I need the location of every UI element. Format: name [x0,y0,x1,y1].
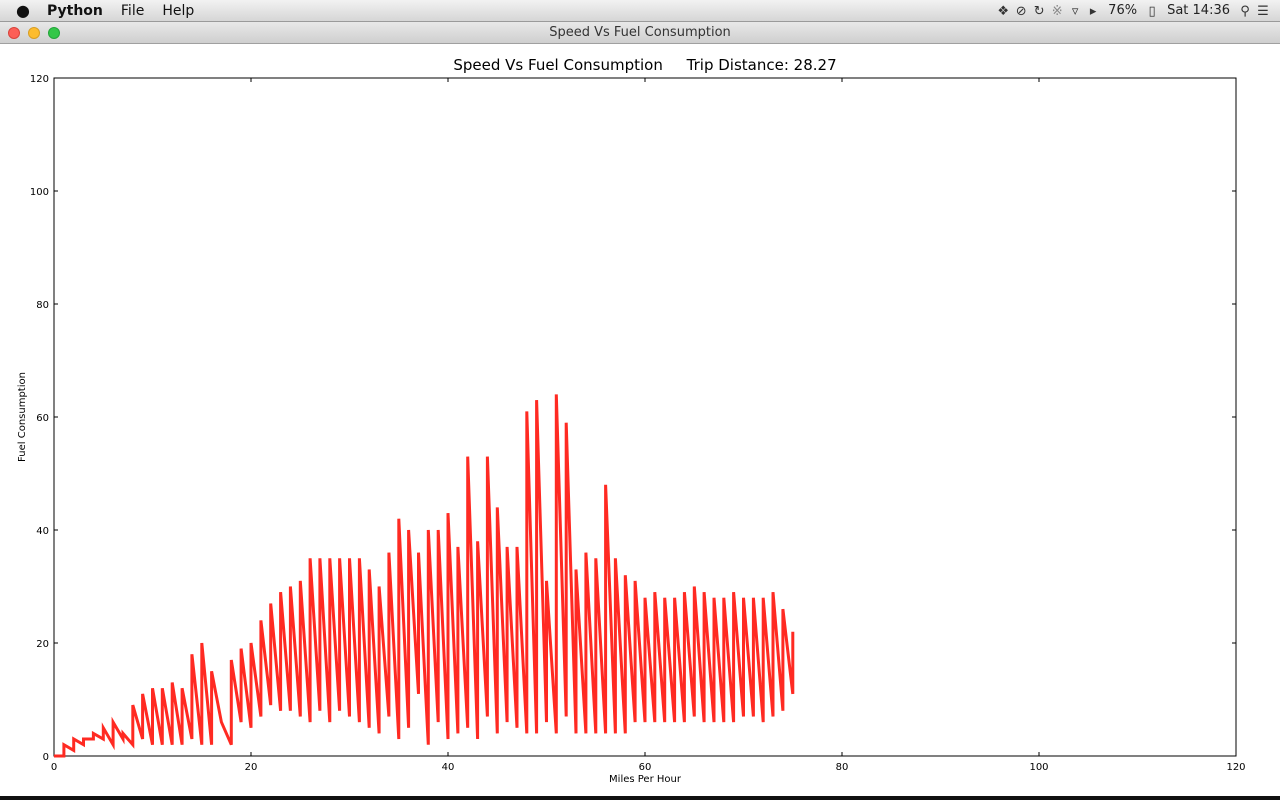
sync-icon[interactable]: ⊘ [1015,3,1027,19]
x-tick-label: 40 [442,762,455,773]
menu-bar: ● Python File Help ❖ ⊘ ↻ ※ ▿ ▸ 76% ▯ Sat… [0,0,1280,22]
window-titlebar: Speed Vs Fuel Consumption [0,22,1280,44]
x-tick-label: 0 [51,762,57,773]
chart-title: Speed Vs Fuel Consumption Trip Distance:… [453,56,836,74]
menu-help[interactable]: Help [162,2,195,19]
x-axis-label: Miles Per Hour [609,774,682,785]
bluetooth-icon[interactable]: ※ [1051,3,1063,19]
search-icon[interactable]: ⚲ [1240,3,1250,19]
volume-icon[interactable]: ▸ [1089,3,1097,19]
status-area: ❖ ⊘ ↻ ※ ▿ ▸ 76% ▯ Sat 14:36 ⚲ ☰ [994,0,1280,22]
battery-percent[interactable]: 76% [1108,3,1138,18]
apple-icon[interactable]: ● [16,1,30,20]
x-tick-label: 100 [1029,762,1048,773]
close-button[interactable] [8,27,20,39]
x-tick-label: 20 [245,762,258,773]
y-tick-label: 80 [36,300,49,311]
y-axis-label: Fuel Consumption [17,372,28,462]
y-tick-label: 0 [43,752,49,763]
y-tick-label: 100 [30,187,49,198]
x-tick-label: 80 [836,762,849,773]
list-icon[interactable]: ☰ [1257,3,1269,19]
battery-icon[interactable]: ▯ [1148,3,1156,19]
menu-app-name[interactable]: Python [47,2,103,19]
y-tick-label: 40 [36,526,49,537]
time-machine-icon[interactable]: ↻ [1033,3,1045,19]
minimize-button[interactable] [28,27,40,39]
y-tick-label: 20 [36,639,49,650]
x-tick-label: 60 [639,762,652,773]
window-title: Speed Vs Fuel Consumption [549,25,731,40]
screen-bottom-edge [0,796,1280,800]
wifi-icon[interactable]: ▿ [1071,3,1079,19]
chart: Speed Vs Fuel Consumption Trip Distance:… [17,56,1246,785]
y-tick-label: 60 [36,413,49,424]
zoom-button[interactable] [48,27,60,39]
x-tick-label: 120 [1226,762,1245,773]
menu-file[interactable]: File [120,2,145,19]
clock[interactable]: Sat 14:36 [1167,3,1230,18]
y-tick-label: 120 [30,74,49,85]
dropbox-icon[interactable]: ❖ [997,3,1009,19]
series-line-0 [54,394,795,758]
